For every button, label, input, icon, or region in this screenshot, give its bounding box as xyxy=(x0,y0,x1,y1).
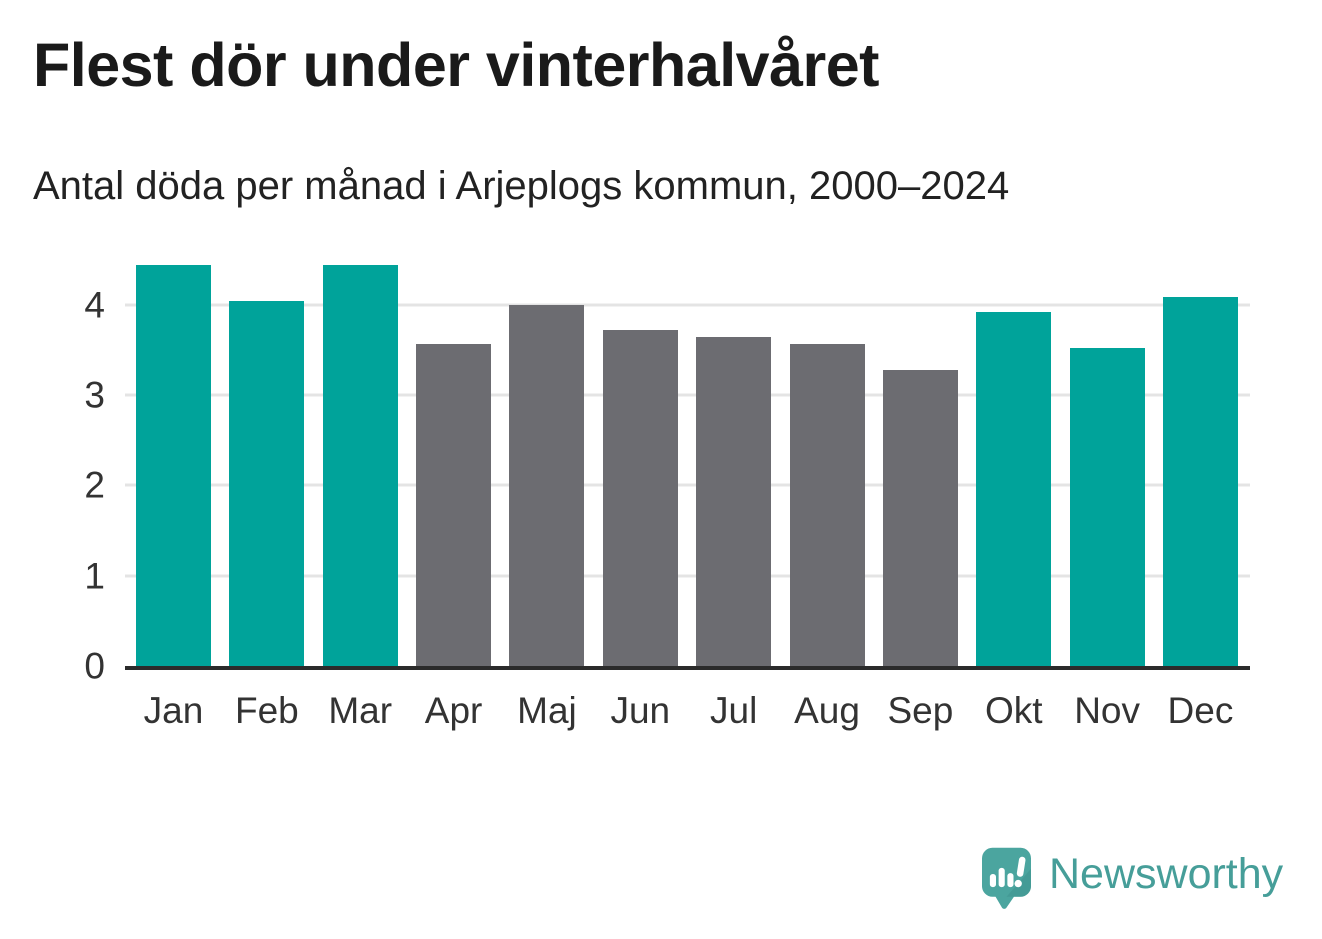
bar-dec[interactable] xyxy=(1162,297,1238,666)
bar-feb[interactable] xyxy=(229,301,305,666)
gridline-4 xyxy=(125,303,1250,307)
x-axis-label-jul: Jul xyxy=(710,690,758,731)
bar-sep[interactable] xyxy=(882,369,958,666)
page-title: Flest dör under vinterhalvåret xyxy=(33,31,880,99)
bar-jun[interactable] xyxy=(602,329,678,666)
bar-okt[interactable] xyxy=(976,311,1052,666)
x-axis-label-aug: Aug xyxy=(794,690,860,731)
x-axis-label-maj: Maj xyxy=(517,690,577,731)
gridline-3 xyxy=(125,393,1250,397)
y-axis-tick-4: 4 xyxy=(84,284,105,326)
x-axis-label-jan: Jan xyxy=(143,690,204,731)
logo-chart-glyph xyxy=(989,856,1026,888)
x-axis-line xyxy=(125,666,1250,670)
bar-nov[interactable] xyxy=(1069,348,1145,666)
gridline-2 xyxy=(125,483,1250,487)
x-axis-label-sep: Sep xyxy=(887,690,954,731)
y-axis-tick-0: 0 xyxy=(84,645,105,687)
y-axis-tick-2: 2 xyxy=(84,464,105,506)
gridline-1 xyxy=(125,574,1250,578)
y-axis-tick-1: 1 xyxy=(84,555,105,597)
x-axis-label-mar: Mar xyxy=(328,690,393,731)
y-axis-tick-3: 3 xyxy=(84,374,105,416)
page-subtitle: Antal döda per månad i Arjeplogs kommun,… xyxy=(33,164,1010,208)
x-axis-label-feb: Feb xyxy=(234,690,299,731)
x-axis-label-jun: Jun xyxy=(610,690,671,731)
bar-jul[interactable] xyxy=(696,337,772,666)
bar-aug[interactable] xyxy=(789,344,865,666)
x-axis-label-nov: Nov xyxy=(1074,690,1140,731)
x-axis-label-apr: Apr xyxy=(424,690,483,731)
bar-jan[interactable] xyxy=(136,264,211,666)
bar-mar[interactable] xyxy=(322,264,398,666)
x-axis-label-okt: Okt xyxy=(984,690,1043,731)
logo-exclamation-glyph xyxy=(1014,856,1026,888)
bar-maj[interactable] xyxy=(509,304,585,666)
newsworthy-bubble-icon xyxy=(982,847,1031,909)
plot-area: 0 1 2 3 4 Jan Feb Mar Apr Maj Jun Jul Aug Sep Okt Nov De… xyxy=(84,255,1250,729)
newsworthy-logo[interactable]: Newsworthy xyxy=(980,846,1283,916)
bar-apr[interactable] xyxy=(416,344,492,666)
x-axis-label-dec: Dec xyxy=(1167,690,1234,731)
newsworthy-wordmark: Newsworthy xyxy=(1049,849,1284,898)
